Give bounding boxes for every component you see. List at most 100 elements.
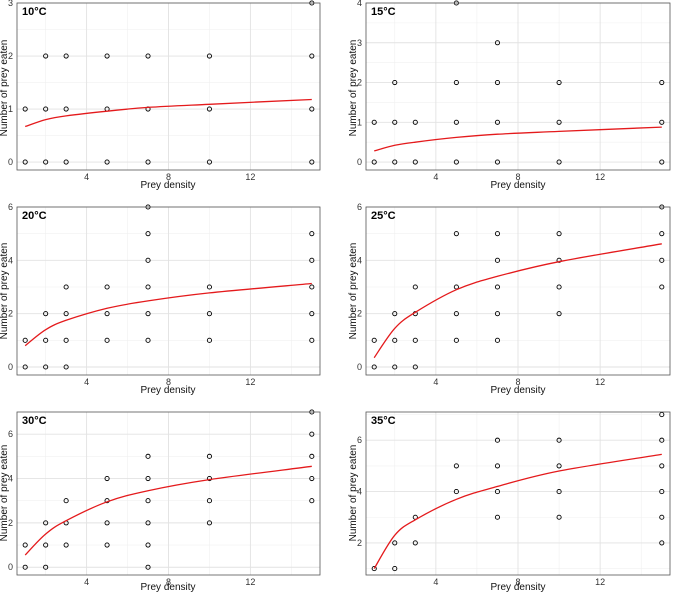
data-point [392,159,398,165]
data-point [22,159,28,165]
data-point [145,159,151,165]
data-point [63,311,69,317]
fit-curve [373,453,662,569]
x-tick-label: 8 [166,172,171,182]
data-point [494,514,501,520]
x-tick-label: 12 [595,172,605,182]
data-point [371,566,377,572]
data-point [412,364,418,370]
chart-panel: 4 8 12 0 2 4 6 Prey density Number of prey eaten… [0,202,321,396]
data-point [659,489,665,495]
y-tick-label: 0 [357,362,362,372]
data-point [145,564,151,570]
data-point [659,463,665,469]
data-point [145,453,151,459]
data-point [63,364,69,370]
data-point [659,231,665,237]
data-point [22,564,28,570]
data-point [206,337,212,343]
data-point [22,364,28,370]
y-tick-label: 1 [8,104,13,114]
data-point [371,119,377,125]
data-point [206,106,212,112]
data-point [494,79,501,86]
data-point [309,453,315,459]
data-point [453,463,459,469]
x-tick-label: 4 [433,577,438,587]
data-point [556,79,562,86]
y-tick-label: 6 [8,429,13,439]
y-tick-label: 0 [357,157,362,167]
data-point [453,311,459,317]
data-point [104,311,110,317]
panel-border [365,411,671,576]
data-point [309,431,315,437]
x-axis-title: Prey density [490,385,545,396]
data-point [556,311,562,317]
data-point [412,159,418,165]
data-point [104,520,110,526]
panel-border [16,411,321,576]
panel-title: 15°C [371,6,396,18]
data-point [206,475,212,482]
data-point [556,514,562,520]
panel-border [365,2,671,171]
data-point [659,79,665,86]
data-point [206,159,212,165]
x-tick-label: 12 [245,377,255,387]
data-point [412,540,418,546]
data-point [309,498,315,504]
x-tick-label: 8 [166,577,171,587]
x-axis-title: Prey density [140,582,195,593]
data-point [659,119,665,125]
data-point [556,257,562,263]
panel-title-unit: °C [34,415,46,427]
panel-title: 30°C [22,415,47,427]
y-tick-label: 4 [357,255,362,265]
data-point [43,364,49,370]
panel-title-unit: °C [34,210,46,222]
data-point [556,284,562,290]
x-tick-label: 12 [595,577,605,587]
data-point [494,311,501,317]
data-point [659,412,665,418]
data-point [104,337,110,343]
data-point [494,159,501,165]
y-tick-label: 1 [357,117,362,127]
panel-border [365,206,671,376]
y-tick-label: 2 [357,309,362,319]
data-point [494,489,501,495]
data-point [556,231,562,237]
panel-border [16,2,321,171]
x-tick-label: 4 [84,577,89,587]
data-point [43,311,49,317]
panel-title-temperature: 35 [371,415,383,427]
x-axis-title: Prey density [140,385,195,396]
y-tick-label: 2 [8,309,13,319]
fit-curve [374,126,662,152]
data-point [63,337,69,343]
data-point [145,257,151,263]
panel-title-temperature: 20 [22,210,34,222]
data-point [104,542,110,548]
chart-panel: 4 8 12 2 4 6 Prey density Number of prey eaten 3… [348,411,671,593]
data-point [494,231,501,237]
data-point [412,284,418,290]
x-axis-title: Prey density [140,180,195,191]
fit-curve [373,243,662,359]
data-point [309,337,315,343]
y-tick-label: 6 [8,202,13,212]
data-point [104,475,110,482]
data-point [494,257,501,263]
y-tick-label: 0 [8,362,13,372]
data-point [371,159,377,165]
data-point [104,53,110,59]
data-point [63,498,69,504]
data-point [412,337,418,343]
data-point [63,284,69,290]
x-tick-label: 8 [515,377,520,387]
x-tick-label: 8 [166,377,171,387]
data-point [392,364,398,370]
y-axis-title: Number of prey eaten [348,243,359,340]
